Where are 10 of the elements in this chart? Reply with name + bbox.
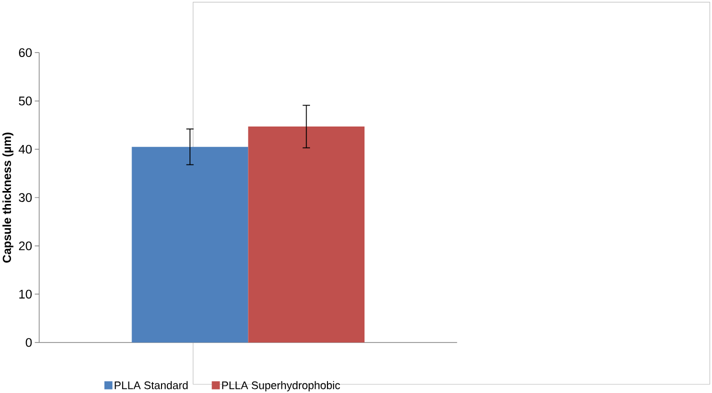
y-tick-label: 60 [19, 48, 32, 58]
legend-label: PLLA Standard [114, 381, 188, 390]
y-tick-label: 50 [18, 96, 32, 106]
y-tick-label: 0 [26, 338, 32, 347]
y-axis-title: Capsule thickness (µm) [2, 132, 14, 263]
legend-label: PLLA Superhydrophobic [222, 381, 340, 392]
y-tick-label: 20 [19, 241, 32, 250]
y-tick-label: 10 [19, 290, 32, 299]
y-tick-label: 30 [18, 193, 32, 202]
y-tick-label: 40 [18, 144, 32, 154]
